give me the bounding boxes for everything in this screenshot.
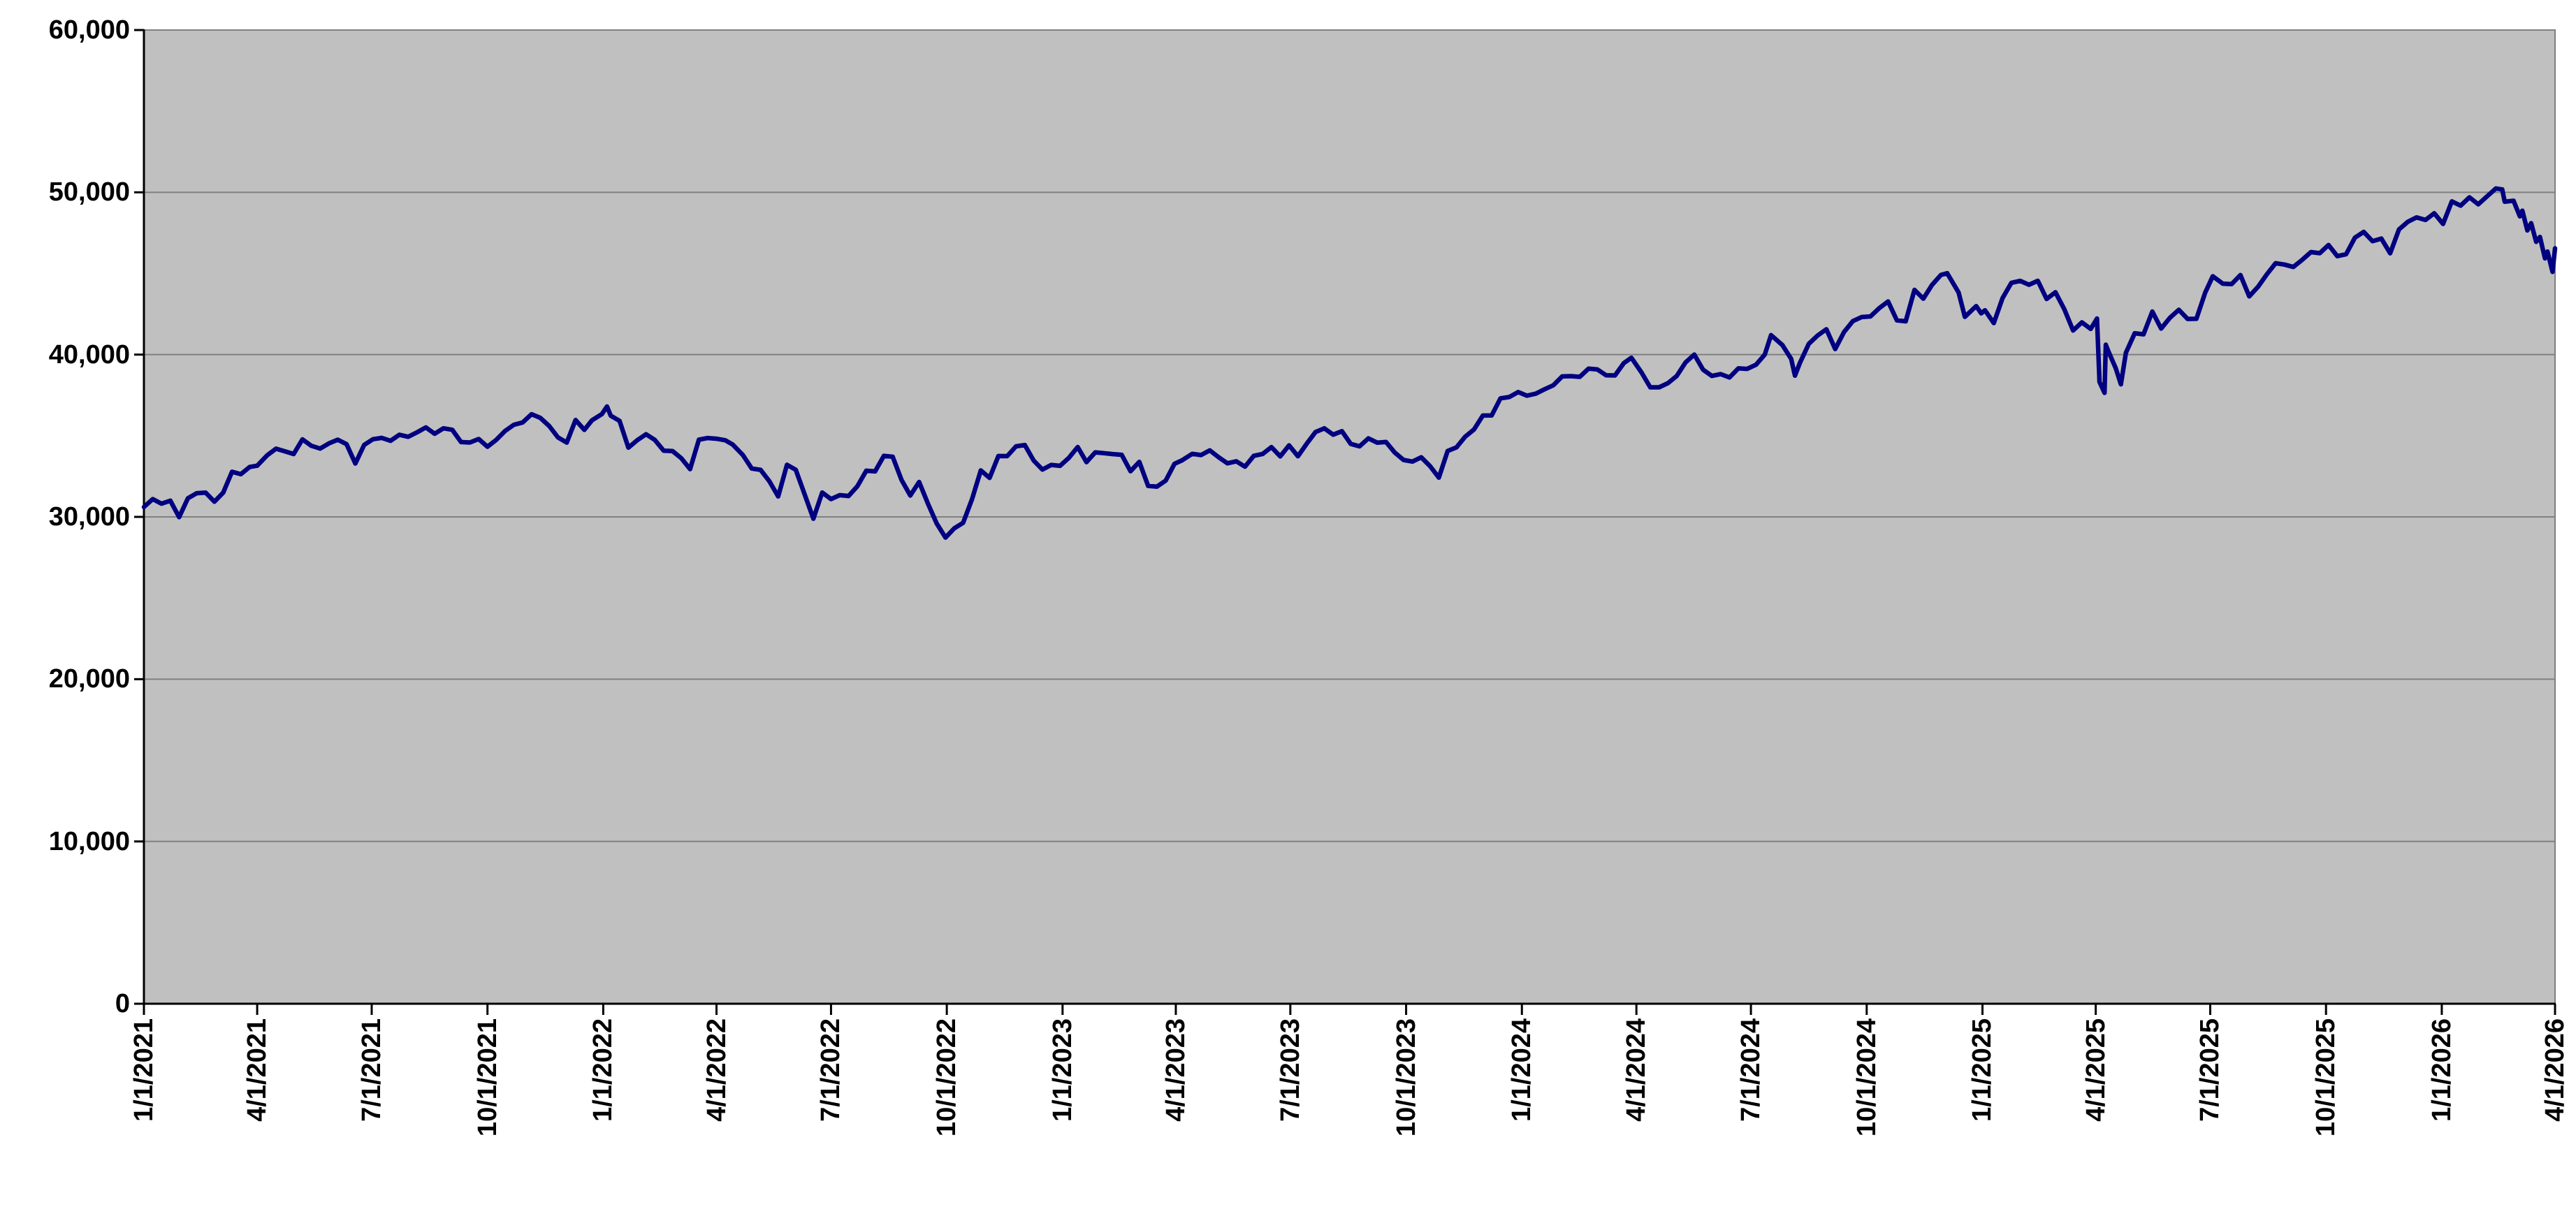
y-axis-label: 20,000 — [48, 664, 130, 694]
y-axis-label: 60,000 — [48, 15, 130, 45]
x-axis-label: 7/1/2022 — [816, 1018, 846, 1122]
x-axis-label: 10/1/2024 — [1851, 1018, 1882, 1137]
x-axis-label: 4/1/2026 — [2540, 1018, 2570, 1122]
x-axis-label: 1/1/2022 — [588, 1018, 618, 1122]
x-axis-label: 7/1/2024 — [1736, 1018, 1766, 1122]
x-axis-label: 4/1/2025 — [2081, 1018, 2111, 1122]
x-axis-label: 4/1/2022 — [701, 1018, 732, 1122]
x-axis-label: 1/1/2025 — [1967, 1018, 1998, 1122]
x-axis-label: 10/1/2023 — [1391, 1018, 1421, 1137]
y-axis-label: 40,000 — [48, 339, 130, 370]
y-axis-label: 50,000 — [48, 177, 130, 207]
x-axis-label: 1/1/2021 — [129, 1018, 159, 1122]
y-axis-label: 10,000 — [48, 826, 130, 856]
x-axis-label: 4/1/2024 — [1622, 1018, 1652, 1122]
x-axis-label: 4/1/2021 — [242, 1018, 272, 1122]
x-axis-label: 10/1/2022 — [932, 1018, 962, 1137]
x-axis-label: 1/1/2023 — [1047, 1018, 1077, 1122]
x-axis-label: 7/1/2023 — [1275, 1018, 1305, 1122]
x-axis-label: 4/1/2023 — [1160, 1018, 1191, 1122]
y-axis-label: 30,000 — [48, 502, 130, 532]
x-axis-label: 1/1/2026 — [2426, 1018, 2457, 1122]
x-axis-label: 10/1/2021 — [472, 1018, 502, 1137]
x-axis-label: 7/1/2025 — [2195, 1018, 2225, 1122]
x-axis-label: 7/1/2021 — [357, 1018, 386, 1122]
x-axis-label: 1/1/2024 — [1507, 1018, 1537, 1122]
x-axis-label: 10/1/2025 — [2311, 1018, 2341, 1137]
data-line — [141, 186, 2558, 540]
y-axis-label: 0 — [115, 989, 130, 1018]
